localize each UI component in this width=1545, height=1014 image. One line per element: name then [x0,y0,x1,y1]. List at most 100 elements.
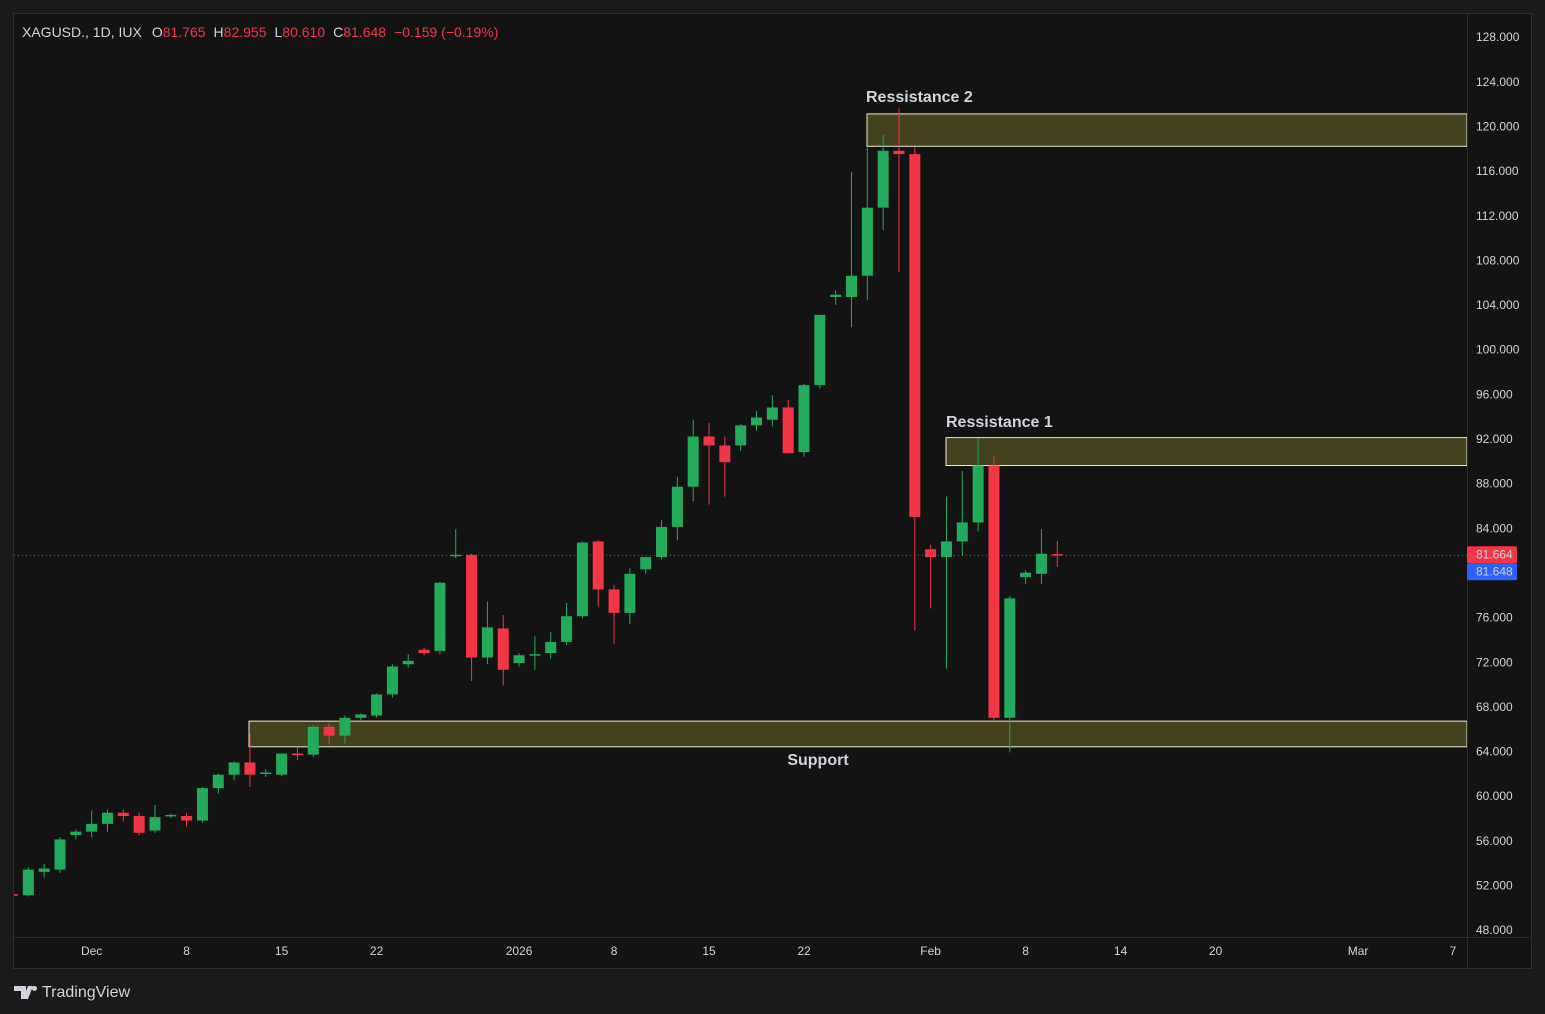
y-tick-label: 120.000 [1476,119,1520,133]
y-tick-label: 112.000 [1476,209,1519,223]
candle-body [1051,554,1063,556]
candle-body [576,542,588,617]
candle-body [54,839,66,870]
price-label-box [1467,546,1517,564]
y-tick-label: 84.000 [1476,521,1513,535]
ohlc-value: 82.955 [224,24,267,40]
candle-body [323,726,335,736]
x-tick-label: Dec [81,944,102,958]
candle-body [1020,572,1032,578]
x-tick-label: 8 [611,944,618,958]
candle-body [70,831,82,836]
y-tick-label: 96.000 [1476,387,1513,401]
candle-body [371,694,383,716]
x-tick-label: 8 [183,944,190,958]
candle-body [339,717,351,736]
candle-body [355,714,367,718]
candle-body [814,314,826,386]
x-tick-label: 22 [797,944,811,958]
candle-body [972,465,984,523]
x-tick-label: 20 [1209,944,1223,958]
candle-body [418,649,430,654]
plot-area [14,108,1467,897]
y-tick-label: 64.000 [1476,745,1513,759]
candle-body [608,589,620,613]
brand-logo [14,986,37,999]
candle-body [450,554,462,557]
x-tick-label: Feb [920,944,941,958]
candle-body [592,541,604,590]
candle-body [513,655,525,664]
y-tick-label: 68.000 [1476,700,1513,714]
candle-body [466,554,478,658]
y-tick-label: 76.000 [1476,611,1513,625]
candle-body [22,869,34,896]
change: −0.159 (−0.19%) [394,24,498,40]
candle-body [196,788,208,821]
candle-body [940,541,952,558]
y-tick-label: 56.000 [1476,834,1513,848]
candle-body [861,207,873,276]
candle-body [497,628,509,670]
candle-body [925,549,937,558]
chart-panel [13,13,1532,969]
y-tick-label: 92.000 [1476,432,1513,446]
candle-body [687,436,699,487]
candle-body [101,812,113,824]
candle-body [307,726,319,755]
candle-body [481,627,493,658]
x-tick-label: 2026 [506,944,533,958]
candle-body [181,816,193,821]
candle-body [86,823,98,832]
y-tick-label: 128.000 [1476,30,1520,44]
x-tick-label: 15 [702,944,716,958]
candle-body [386,666,398,695]
zone [945,437,1467,467]
zone-label: Ressistance 1 [946,414,1053,431]
candle-body [956,522,968,542]
candle-body [1004,598,1016,718]
candle-body [893,150,905,155]
candle-body [276,753,288,775]
ohlc-value: 80.610 [282,24,325,40]
candle-body [845,275,857,297]
candle-body [988,465,1000,718]
candle-body [545,641,557,654]
ohlc-value: 81.765 [163,24,206,40]
y-tick-label: 52.000 [1476,879,1513,893]
candle-body [244,762,256,775]
y-tick-label: 116.000 [1476,164,1519,178]
candle-body [782,407,794,454]
candle-body [703,436,715,446]
ohlc-label: C [333,24,343,40]
candle-body [719,445,731,463]
x-tick-label: 14 [1114,944,1128,958]
y-tick-label: 88.000 [1476,477,1513,491]
candle-body [751,417,763,426]
candle-body [117,812,129,817]
ohlc-label: L [274,24,282,40]
candle-body [402,660,414,665]
x-tick-label: 15 [275,944,289,958]
brand: TradingView [42,984,130,1001]
y-tick-label: 100.000 [1476,343,1520,357]
candle-body [38,868,50,872]
candle-body [561,616,573,642]
candle-body [798,385,810,453]
x-tick-label: 8 [1022,944,1029,958]
y-tick-label: 48.000 [1476,923,1513,937]
chart-header: XAGUSD., 1D, IUX O81.765 H82.955 L80.610 C81… [22,24,498,40]
candle-body [624,573,636,613]
x-tick-label: 7 [1450,944,1457,958]
y-tick-label: 104.000 [1476,298,1520,312]
candle-body [212,774,224,789]
candle-body [735,425,747,446]
y-tick-label: 72.000 [1476,655,1513,669]
candle-body [149,817,161,831]
y-tick-label: 108.000 [1476,253,1520,267]
candle-body [291,753,303,756]
ohlc-label: O [152,24,163,40]
x-tick-label: 22 [370,944,384,958]
candle-body [830,294,842,297]
